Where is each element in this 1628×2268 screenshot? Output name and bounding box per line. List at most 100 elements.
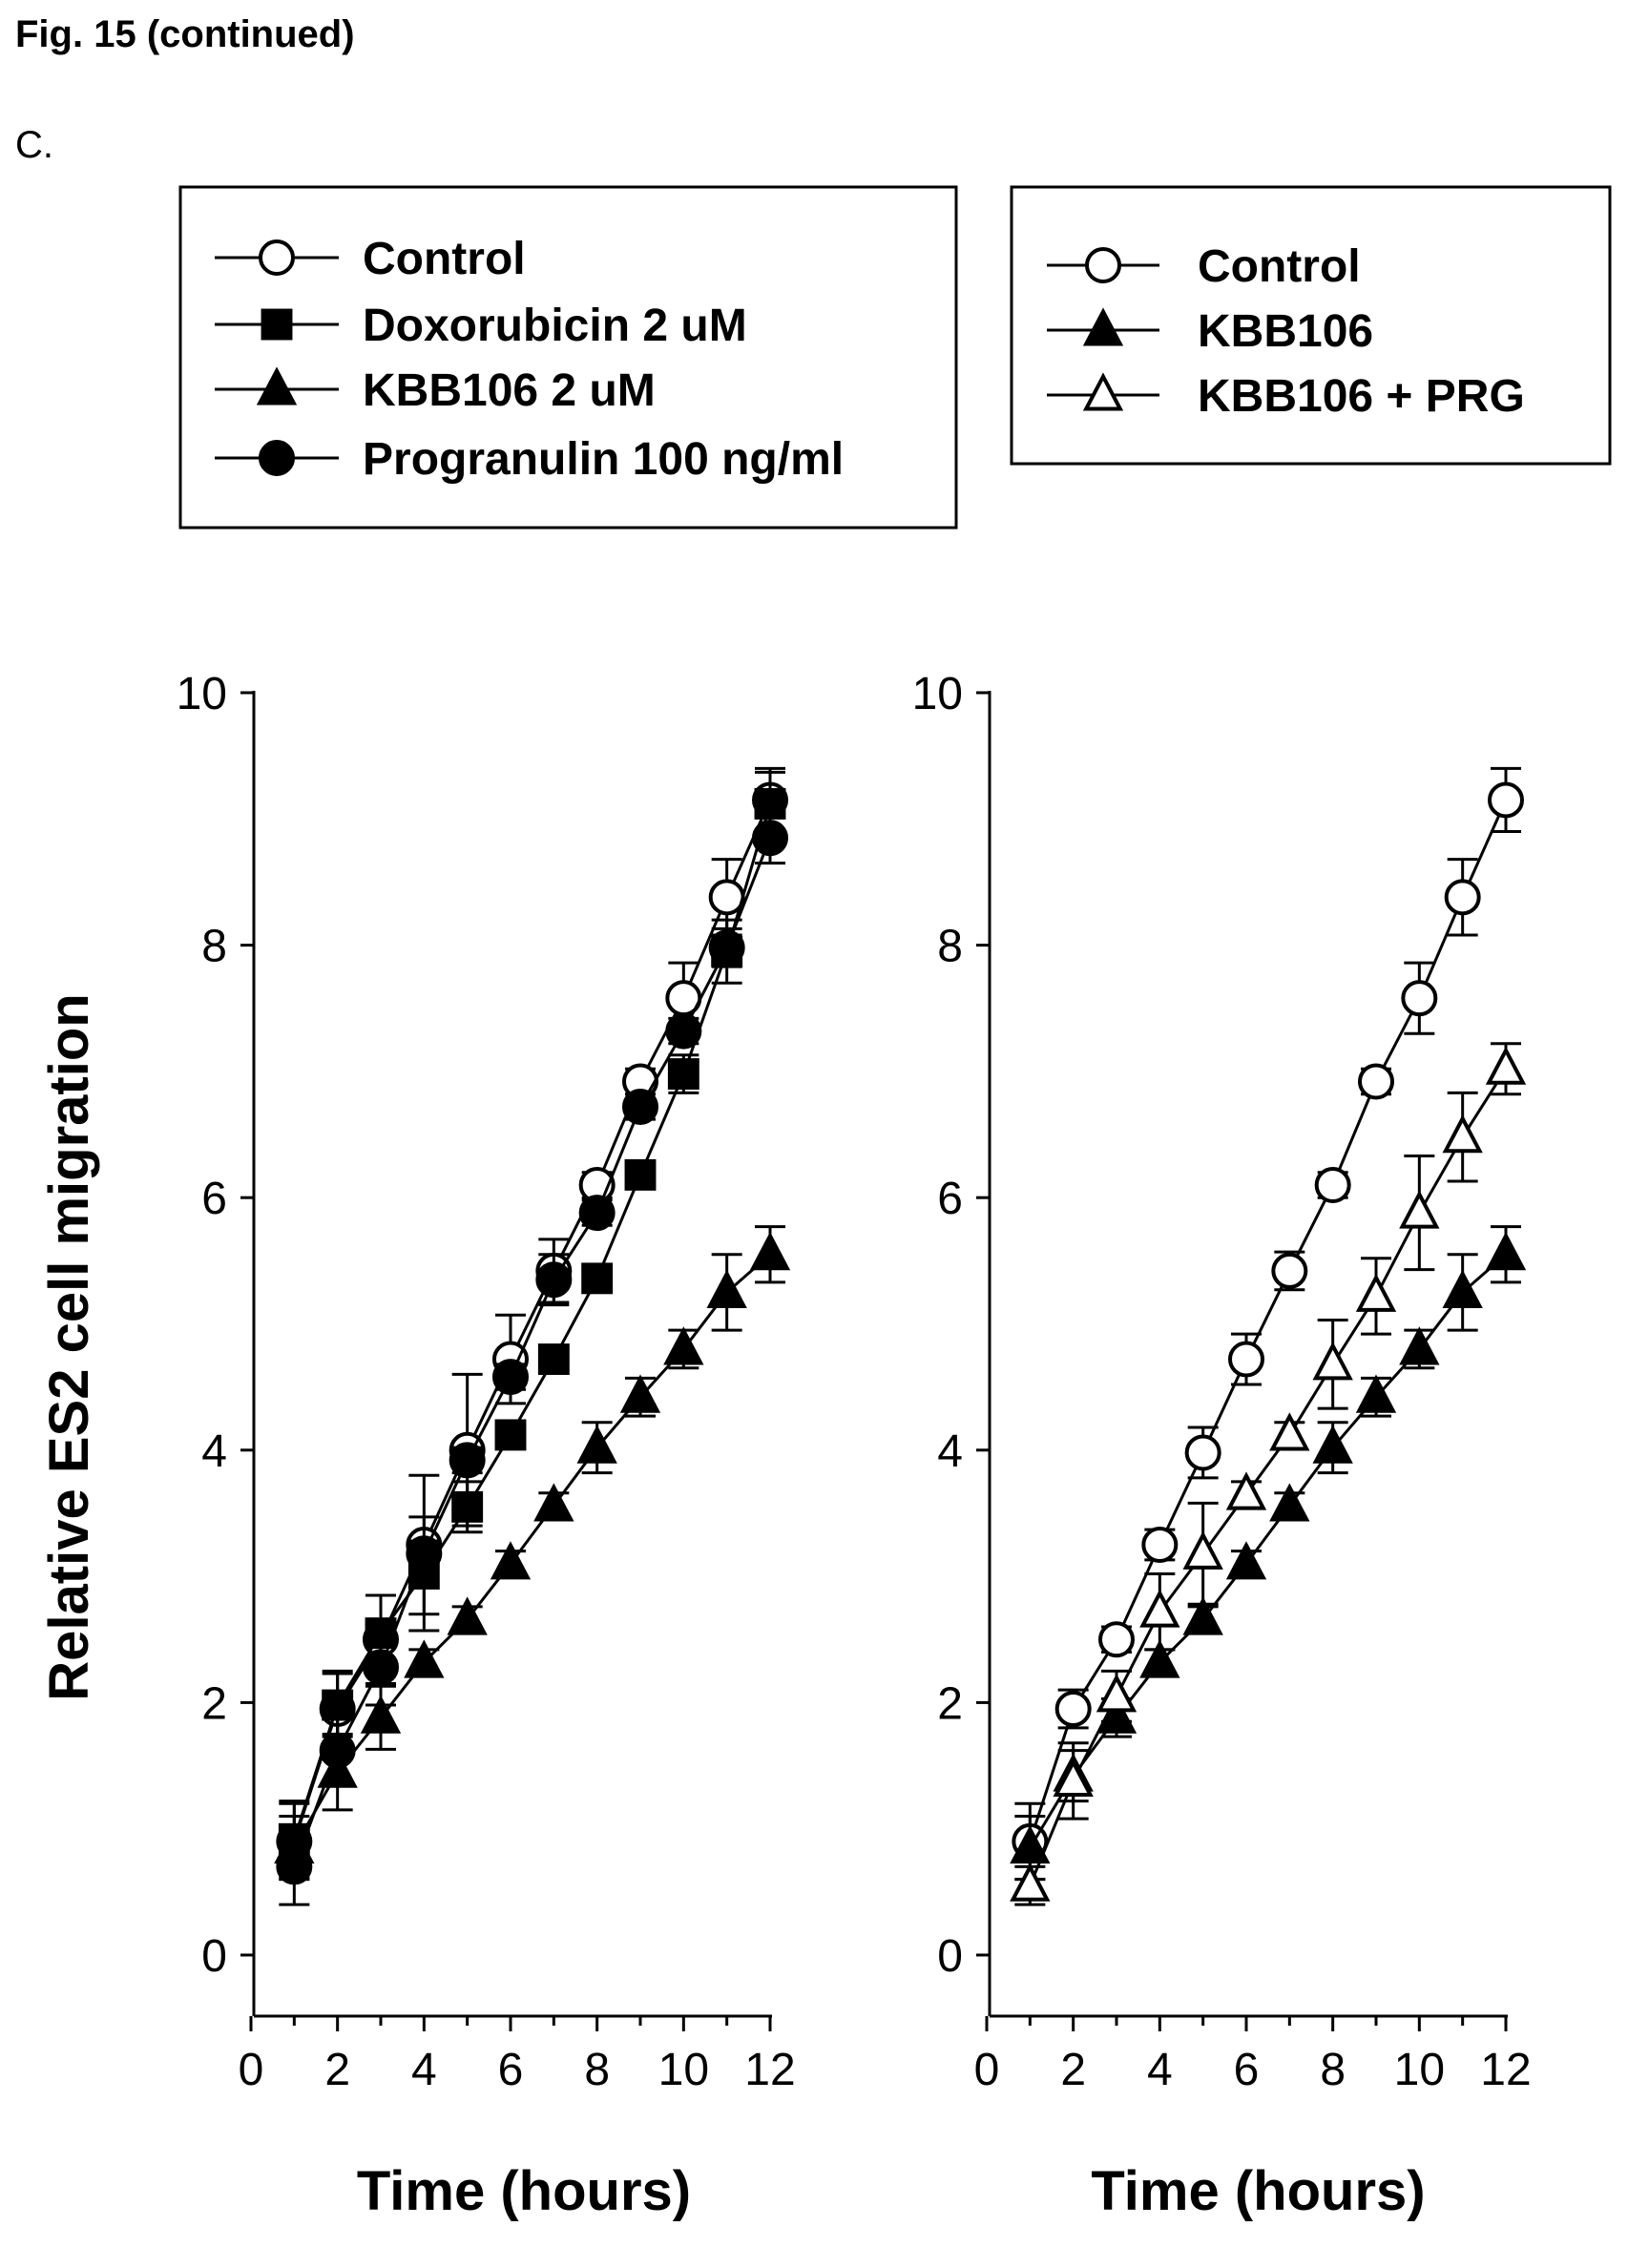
legend-item-control: Control [215,234,526,284]
data-point [319,1732,356,1769]
data-point [1399,1326,1440,1365]
y-tick-label: 6 [201,1174,227,1224]
data-point [1225,1471,1267,1510]
data-point [622,1088,658,1125]
data-point [1225,1541,1267,1580]
legend-marker [256,366,298,406]
legend-label: KBB106 2 uM [363,365,656,416]
legend-marker [1082,307,1124,346]
y-tick-label: 2 [937,1678,963,1729]
legend-marker [1085,247,1121,283]
data-point [581,1262,614,1295]
data-point [749,1232,791,1271]
legend-label: Control [363,234,526,284]
data-point [1312,1342,1353,1381]
legend-frame [178,185,958,530]
legend-marker [259,440,295,476]
x-tick-label: 0 [239,2045,264,2095]
x-tick-label: 4 [1147,2045,1173,2095]
y-tick-label: 10 [177,669,227,719]
left-chart: 0 2 4 6 8 10 0 2 4 6 8 10 12 Time (hours) Relative ES2… [38,669,796,2222]
x-tick-label: 10 [1394,2045,1445,2095]
data-point [360,1695,402,1734]
y-tick-label: 6 [937,1174,963,1224]
legend-item-kbb106-prg: KBB106 + PRG [1047,371,1525,422]
data-point [537,1343,570,1375]
data-point [494,1419,527,1451]
legend-label: KBB106 [1198,306,1373,357]
data-point [708,929,745,967]
data-point [1096,1674,1138,1713]
x-tick-label: 2 [1060,2045,1086,2095]
data-point [492,1359,529,1396]
data-point [1314,1166,1351,1203]
data-point [1401,980,1438,1017]
y-tick-label: 8 [201,922,227,972]
data-point [533,1483,574,1522]
x-tick-label: 12 [744,2045,795,2095]
data-point [276,1848,313,1885]
data-point [752,820,788,857]
data-point [1010,1824,1051,1864]
legend-marker [261,308,293,341]
data-point [1271,1252,1308,1289]
data-point [1485,1232,1527,1271]
data-point [1399,1190,1440,1229]
figure-title: Fig. 15 (continued) [15,13,355,55]
data-point [1054,1691,1092,1728]
data-point [1444,879,1481,916]
x-tick-label: 6 [498,2045,524,2095]
data-point [535,1261,573,1299]
data-point [1139,1589,1180,1628]
legend-label: Progranulin 100 ng/ml [363,434,844,485]
data-point [490,1541,532,1580]
x-tick-label: 8 [584,2045,610,2095]
x-tick-label: 10 [658,2045,709,2095]
legend-marker [259,239,295,276]
series-line [1028,1068,1508,1886]
data-point [406,1535,443,1572]
series-control [276,766,788,1882]
data-point [322,1689,354,1721]
x-tick-label: 6 [1234,2045,1260,2095]
data-point [706,1269,747,1308]
data-point [1184,1434,1221,1471]
data-point [1355,1273,1397,1312]
legend-marker [1082,372,1124,411]
data-point [667,1058,699,1090]
panel-label: C. [15,124,53,166]
series-kbb106 [1010,1225,1527,1882]
data-point [447,1596,488,1635]
data-point [1269,1412,1310,1451]
y-tick-label: 0 [201,1931,227,1982]
data-point [576,1425,617,1464]
data-point [1182,1596,1223,1635]
legend-item-control: Control [1047,241,1361,292]
legend-left: Control Doxorubicin 2 uM KBB106 2 uM Progra… [178,185,958,530]
y-tick-label: 10 [912,669,963,719]
right-chart: 0 2 4 6 8 10 0 2 4 6 8 10 12 Time (hours) [912,669,1532,2222]
series-doxorubicin-2-um [278,770,786,1879]
y-tick-label: 0 [937,1931,963,1982]
series-line [1028,799,1508,1842]
series-line [293,1253,771,1849]
data-point [1442,1269,1483,1308]
y-tick-label: 2 [201,1678,227,1729]
legend-label: KBB106 + PRG [1198,371,1525,422]
data-point [1358,1063,1394,1100]
data-point [624,1158,657,1191]
x-axis-title: Time (hours) [357,2160,691,2222]
data-point [363,1649,399,1686]
legend-right: Control KBB106 KBB106 + PRG [1010,185,1612,466]
legend-item-kbb106-2-um: KBB106 2 uM [215,365,656,416]
series-progranulin-100-ng-ml [276,811,788,1906]
x-axis-title: Time (hours) [1091,2160,1425,2222]
data-point [1182,1530,1223,1570]
series-kbb106-prg [1010,1042,1527,1906]
data-point [1355,1374,1397,1413]
data-point [1485,1046,1527,1085]
x-tick-label: 0 [974,2045,1000,2095]
legend-item-progranulin-100-ng-ml: Progranulin 100 ng/ml [215,434,844,485]
data-point [404,1639,445,1678]
